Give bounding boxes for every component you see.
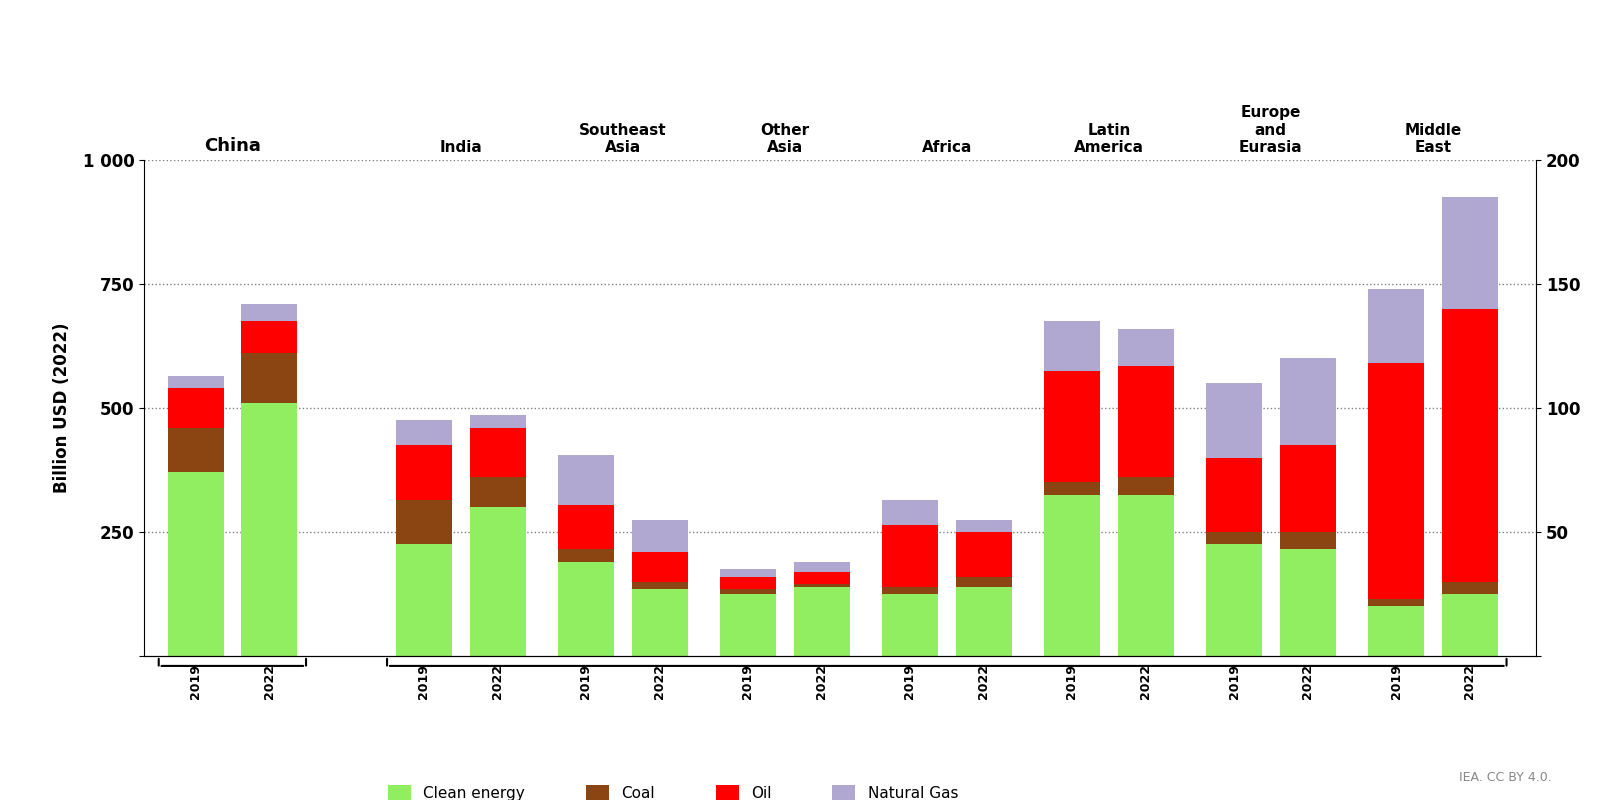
Bar [720,589,776,594]
Bar [1118,329,1174,366]
Bar [1206,383,1262,458]
Bar [469,478,525,507]
Bar [558,550,614,562]
Text: India: India [440,140,482,155]
Bar [955,532,1011,577]
Bar [720,594,776,656]
Bar [1368,599,1424,606]
Bar [1118,478,1174,494]
Bar [794,586,850,656]
Bar [1045,494,1099,656]
Bar [242,354,298,403]
Bar [168,388,224,428]
Bar [1442,198,1498,309]
Bar [1442,582,1498,594]
Y-axis label: Billion USD (2022): Billion USD (2022) [53,322,72,494]
Bar [720,577,776,589]
Bar [632,589,688,656]
Text: Other
Asia: Other Asia [760,122,810,155]
Bar [720,570,776,577]
Bar [1280,532,1336,550]
Text: Africa: Africa [922,140,971,155]
Bar [1118,494,1174,656]
Text: Latin
America: Latin America [1074,122,1144,155]
Bar [1442,594,1498,656]
Bar [1045,370,1099,482]
Bar [632,552,688,582]
Bar [469,415,525,428]
Bar [1368,289,1424,363]
Bar [882,586,938,594]
Legend: Clean energy, Coal, Oil, Natural Gas: Clean energy, Coal, Oil, Natural Gas [382,779,965,800]
Bar [395,544,451,656]
Bar [168,473,224,656]
Bar [1280,445,1336,532]
Bar [955,520,1011,532]
Text: China: China [203,137,261,155]
Text: Southeast
Asia: Southeast Asia [579,122,667,155]
Bar [882,525,938,586]
Bar [395,500,451,544]
Bar [395,421,451,445]
Bar [168,376,224,388]
Bar [242,304,298,321]
Bar [1118,366,1174,478]
Bar [558,455,614,505]
Bar [1206,458,1262,532]
Bar [1206,544,1262,656]
Bar [558,505,614,550]
Text: IEA. CC BY 4.0.: IEA. CC BY 4.0. [1459,771,1552,784]
Bar [882,594,938,656]
Text: Middle
East: Middle East [1405,122,1461,155]
Bar [1280,550,1336,656]
Bar [469,507,525,656]
Bar [242,403,298,656]
Bar [558,562,614,656]
Bar [242,321,298,354]
Bar [469,428,525,478]
Bar [1442,309,1498,582]
Bar [1045,482,1099,494]
Bar [168,428,224,473]
Bar [1206,532,1262,544]
Bar [955,586,1011,656]
Bar [794,562,850,572]
Bar [632,520,688,552]
Bar [955,577,1011,586]
Bar [1280,358,1336,445]
Bar [1368,363,1424,599]
Bar [1368,606,1424,656]
Bar [794,584,850,586]
Bar [882,500,938,525]
Text: Europe
and
Eurasia: Europe and Eurasia [1238,106,1302,155]
Bar [395,445,451,500]
Bar [1045,321,1099,371]
Bar [632,582,688,589]
Bar [794,572,850,584]
